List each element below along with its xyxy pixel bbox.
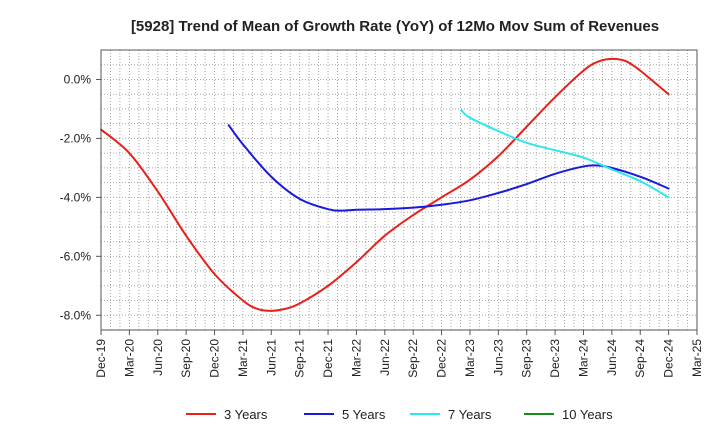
x-tick-label: Mar-22 xyxy=(349,339,363,377)
legend-label-3-years: 3 Years xyxy=(224,407,268,422)
x-tick-label: Dec-24 xyxy=(662,339,676,378)
y-tick-label: -2.0% xyxy=(60,131,92,145)
x-tick-label: Sep-23 xyxy=(520,339,534,378)
x-tick-label: Jun-20 xyxy=(151,339,165,376)
chart-title: [5928] Trend of Mean of Growth Rate (YoY… xyxy=(131,18,659,35)
legend-label-5-years: 5 Years xyxy=(342,407,386,422)
x-tick-label: Dec-23 xyxy=(548,339,562,378)
x-tick-label: Jun-23 xyxy=(491,339,505,376)
series-line-3-years xyxy=(100,57,670,312)
x-tick-label: Dec-19 xyxy=(94,339,108,378)
x-tick-label: Dec-22 xyxy=(435,339,449,378)
y-tick-label: 0.0% xyxy=(64,72,92,86)
x-tick-label: Jun-21 xyxy=(264,339,278,376)
grid xyxy=(101,50,697,330)
series-group xyxy=(100,57,670,312)
series-line-7-years xyxy=(460,109,670,199)
legend-label-10-years: 10 Years xyxy=(562,407,613,422)
x-tick-label: Mar-24 xyxy=(576,339,590,377)
x-tick-label: Mar-20 xyxy=(122,339,136,377)
x-tick-label: Dec-21 xyxy=(321,339,335,378)
x-tick-label: Jun-24 xyxy=(605,339,619,376)
series-line-5-years xyxy=(227,124,670,212)
y-tick-label: -4.0% xyxy=(60,190,92,204)
x-tick-label: Mar-23 xyxy=(463,339,477,377)
x-tick-label: Mar-25 xyxy=(690,339,704,377)
x-tick-label: Sep-22 xyxy=(406,339,420,378)
x-tick-label: Sep-24 xyxy=(633,339,647,378)
legend: 3 Years 5 Years 7 Years 10 Years xyxy=(186,407,613,422)
y-tick-label: -6.0% xyxy=(60,249,92,263)
x-tick-label: Sep-21 xyxy=(293,339,307,378)
plot-frame xyxy=(100,49,698,331)
y-tick-label: -8.0% xyxy=(60,308,92,322)
legend-label-7-years: 7 Years xyxy=(448,407,492,422)
x-tick-label: Mar-21 xyxy=(236,339,250,377)
x-tick-label: Sep-20 xyxy=(179,339,193,378)
x-axis: Dec-19 Mar-20 Jun-20 Sep-20 Dec-20 Mar-21 Jun-… xyxy=(94,330,704,378)
x-tick-label: Jun-22 xyxy=(378,339,392,376)
y-axis: 0.0% -2.0% -4.0% -6.0% -8.0% xyxy=(60,72,101,322)
x-tick-label: Dec-20 xyxy=(208,339,222,378)
